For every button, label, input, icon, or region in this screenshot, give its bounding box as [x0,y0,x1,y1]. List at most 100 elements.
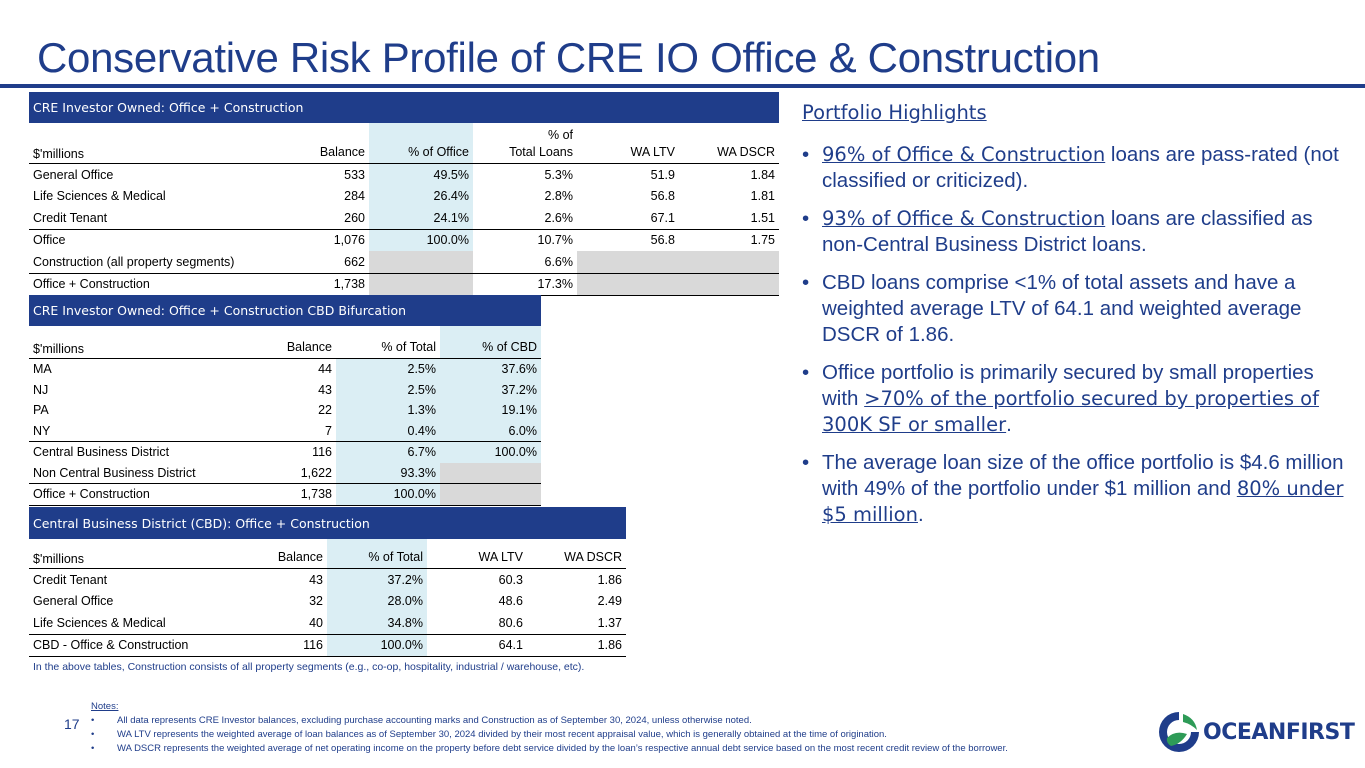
pct-cbd-cell: 6.0% [440,420,541,441]
pct-office-cell: 49.5% [369,164,473,186]
note-item: • All data represents CRE Investor balanc… [91,715,752,726]
highlight-text: CBD loans comprise <1% of total assets a… [822,271,1302,346]
table-column-headers: $'millions Balance % of Office % of Tota… [29,123,779,164]
col-unit: $'millions [33,342,85,356]
ltv-cell [577,273,679,295]
balance-cell: 22 [318,403,332,418]
note-item: • WA DSCR represents the weighted average… [91,743,1008,754]
table-header: Central Business District (CBD): Office … [29,507,626,539]
table-row: Credit Tenant 260 24.1% 2.6% 67.1 1.51 [29,207,779,229]
highlight-emphasis: 80% under $5 million [822,477,1344,526]
row-label: Life Sciences & Medical [33,615,166,630]
pct-total-cell: 6.7% [336,442,440,463]
ltv-cell: 51.9 [650,167,675,182]
logo-text: OCEAN [1203,720,1286,745]
col-ltv: WA LTV [630,145,675,159]
dscr-cell [679,251,779,273]
pct-total-cell: 6.6% [544,254,574,269]
highlight-emphasis: 96% of Office & Construction [822,143,1106,166]
table-row: Life Sciences & Medical 284 26.4% 2.8% 56.8 1… [29,185,779,207]
table-row: PA 22 1.3% 19.1% [29,400,541,421]
table-header: CRE Investor Owned: Office + Constructio… [29,295,541,326]
note-text: All data represents CRE Investor balance… [117,715,752,726]
table-column-headers: $'millions Balance % of Total % of CBD [29,326,541,359]
pct-total-cell: 17.3% [537,277,573,292]
col-dscr: WA DSCR [717,145,775,159]
dscr-cell: 2.49 [597,594,622,609]
pct-total-cell: 34.8% [327,612,427,634]
dscr-cell: 1.86 [597,572,622,587]
highlight-bullet: • The average loan size of the office por… [802,451,1344,526]
table-row: NY 7 0.4% 6.0% [29,420,541,441]
notes-title: Notes: [91,701,119,712]
balance-cell: 1,738 [300,487,332,502]
pct-total-cell: 1.3% [336,400,440,421]
logo-text: FIRST [1285,720,1355,745]
cbd-office-construction-table: Central Business District (CBD): Office … [29,507,626,657]
highlight-text: loans are classified as non-Central Busi… [822,207,1313,256]
col-pct-total-line1: % of [547,128,573,142]
table-row: CBD - Office & Construction 116 100.0% 64.1… [29,633,626,657]
table-row: Office + Construction 1,738 100.0% [29,483,541,506]
dscr-cell: 1.51 [750,210,775,225]
balance-cell: 533 [344,167,365,182]
highlight-bullet: • Office portfolio is primarily secured b… [802,361,1319,436]
table-row: NJ 43 2.5% 37.2% [29,379,541,400]
col-pct-cbd: % of CBD [440,326,541,358]
ltv-cell: 67.1 [650,210,675,225]
balance-cell: 44 [318,362,332,377]
pct-total-cell: 37.2% [327,569,427,591]
col-dscr: WA DSCR [564,550,622,564]
dscr-cell: 1.37 [597,615,622,630]
table-row: Life Sciences & Medical 40 34.8% 80.6 1.37 [29,612,626,634]
table-row: Non Central Business District 1,622 93.3% [29,462,541,483]
note-item: • WA LTV represents the weighted average … [91,729,887,740]
note-text: WA DSCR represents the weighted average … [117,743,1008,754]
dscr-cell: 1.75 [750,233,775,248]
highlight-text: . [1006,413,1012,436]
highlight-text: The average loan size of the office port… [822,451,1344,500]
note-text: WA LTV represents the weighted average o… [117,729,887,740]
logo-wordmark: OCEANFIRST [1203,720,1355,745]
row-label: Office + Construction [33,277,150,292]
row-label: Non Central Business District [33,465,196,480]
highlight-text: . [917,503,924,526]
balance-cell: 32 [309,594,323,609]
col-pct-total: % of Total Loans [473,123,577,163]
balance-cell: 116 [303,638,323,653]
balance-cell: 7 [325,423,332,438]
pct-office-cell: 24.1% [369,207,473,229]
table-header: CRE Investor Owned: Office + Constructio… [29,92,779,123]
col-unit: $'millions [33,552,85,566]
highlight-emphasis: 93% of Office & Construction [822,207,1106,230]
table-row: Office 1,076 100.0% 10.7% 56.8 1.75 [29,228,779,251]
pct-cbd-cell: 37.2% [440,379,541,400]
dscr-cell: 1.84 [750,167,775,182]
highlight-bullet: • 96% of Office & Construction loans are … [802,143,1339,192]
row-label: MA [33,362,52,377]
ltv-cell: 48.6 [498,594,523,609]
row-label: General Office [33,167,114,182]
row-label: NY [33,423,51,438]
pct-office-cell: 100.0% [369,229,473,251]
table-row: General Office 533 49.5% 5.3% 51.9 1.84 [29,164,779,186]
row-label: NJ [33,382,49,397]
col-pct-total-line2: Total Loans [509,145,573,159]
balance-cell: 662 [344,254,365,269]
ltv-cell: 80.6 [498,615,523,630]
cbd-bifurcation-table: CRE Investor Owned: Office + Constructio… [29,295,541,506]
ltv-cell: 60.3 [498,572,523,587]
pct-cbd-cell: 19.1% [440,400,541,421]
page-title: Conservative Risk Profile of CRE IO Offi… [37,34,1100,81]
row-label: Life Sciences & Medical [33,189,166,204]
dscr-cell: 1.86 [597,638,622,653]
balance-cell: 1,622 [300,465,332,480]
pct-total-cell: 28.0% [327,590,427,612]
balance-cell: 284 [344,189,365,204]
wave-icon [1159,712,1199,752]
dscr-cell: 1.81 [750,189,775,204]
col-ltv: WA LTV [478,550,523,564]
pct-office-cell: 26.4% [369,185,473,207]
dscr-cell [679,273,779,295]
row-label: PA [33,403,49,418]
